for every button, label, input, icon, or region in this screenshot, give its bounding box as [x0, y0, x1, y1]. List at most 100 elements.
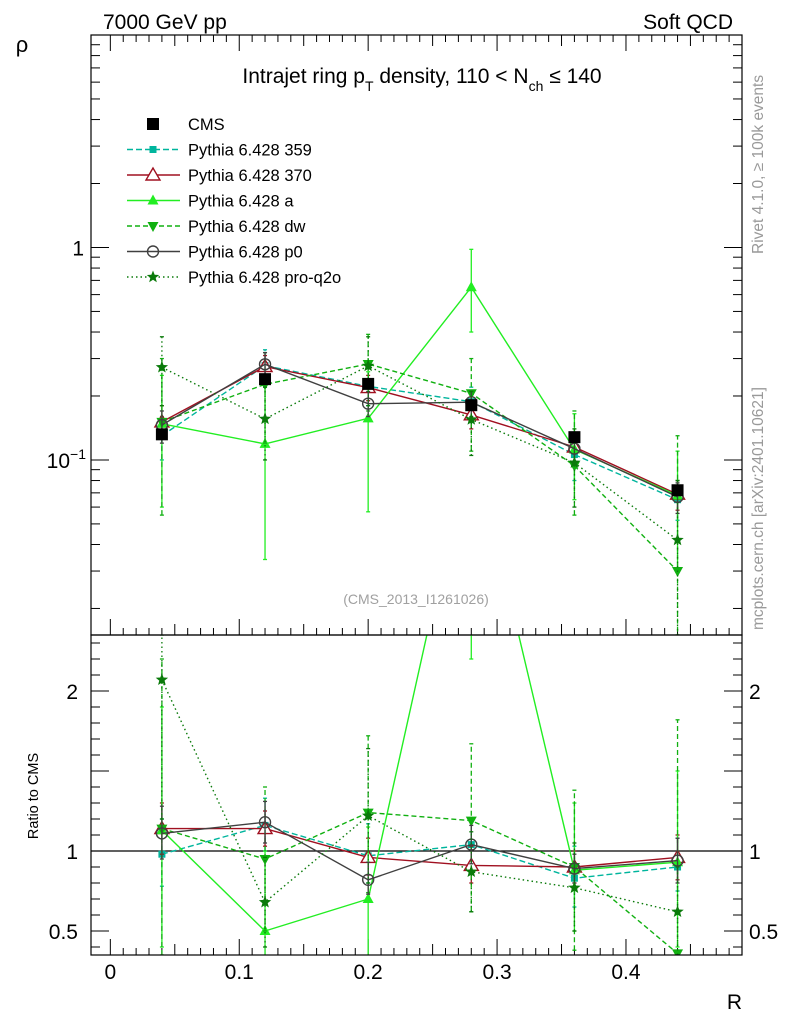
ratio-series-clip: [153, 635, 686, 955]
y-tick-label: 10−1: [47, 446, 87, 473]
x-tick-label: 0.3: [482, 961, 511, 984]
legend: CMS Pythia 6.428 359 Pythia 6.428 370 Pythi…: [127, 116, 341, 287]
mcplots-reference-label: mcplots.cern.ch [arXiv:2401.10621]: [750, 387, 767, 630]
data-point: [465, 399, 478, 412]
header-energy-label: 7000 GeV pp: [103, 11, 227, 34]
ratio-data-point: [671, 905, 684, 918]
legend-item-cms: CMS: [147, 116, 225, 134]
legend-label: Pythia 6.428 dw: [188, 218, 305, 236]
data-point: [672, 567, 684, 578]
data-point: [465, 281, 477, 292]
analysis-watermark: (CMS_2013_I1261026): [343, 591, 489, 607]
data-point: [568, 431, 581, 444]
legend-item-pythia-6-428-a: Pythia 6.428 a: [127, 193, 294, 211]
ratio-series-line: [161, 635, 678, 932]
x-axis-label: R: [727, 991, 742, 1014]
series-line: [161, 365, 678, 495]
ratio-series-pythia-6-428-pro-q2o: [155, 635, 684, 955]
legend-item-pythia-6-428-dw: Pythia 6.428 dw: [127, 218, 305, 236]
legend-marker: [147, 222, 159, 232]
ratio-y-axis-label: Ratio to CMS: [26, 753, 42, 839]
series-line: [161, 364, 678, 501]
ratio-data-point: [465, 865, 478, 878]
legend-label: Pythia 6.428 pro-q2o: [188, 269, 341, 287]
x-tick-label: 0: [104, 961, 116, 984]
data-point: [671, 484, 684, 497]
data-point: [259, 373, 272, 386]
data-point: [568, 456, 581, 469]
ratio-data-point: [568, 881, 581, 894]
ratio-y-tick-label-right: 2: [749, 681, 761, 704]
data-point: [258, 358, 272, 371]
ratio-series-layer: [153, 635, 686, 955]
legend-marker: [149, 146, 157, 153]
legend-item-pythia-6-428-359: Pythia 6.428 359: [127, 142, 312, 160]
data-point: [155, 360, 169, 373]
ratio-series-line: [161, 811, 678, 954]
main-series-layer: [153, 248, 686, 635]
series-line: [161, 365, 678, 541]
data-point: [465, 413, 478, 425]
legend-label: Pythia 6.428 a: [188, 193, 294, 211]
legend-item-pythia-6-428-370: Pythia 6.428 370: [127, 166, 312, 185]
legend-label: Pythia 6.428 359: [188, 142, 312, 160]
legend-marker: [144, 166, 162, 181]
y-tick-label: 1: [72, 237, 84, 260]
legend-label: Pythia 6.428 370: [188, 167, 312, 185]
main-panel: 1 10−1 ρ Intrajet ring pT density, 110 < …: [16, 32, 743, 636]
ratio-frame: [90, 634, 743, 956]
ratio-axis-ticks: [91, 642, 742, 955]
series-cms: [155, 373, 684, 497]
series-pythia-6-428-pro-q2o: [155, 336, 684, 635]
ratio-data-point: [362, 893, 374, 903]
ratio-data-point: [361, 873, 375, 886]
ratio-y-tick-label: 2: [66, 681, 78, 704]
ratio-y-tick-label-right: 0.5: [749, 921, 778, 944]
rivet-version-label: Rivet 4.1.0, ≥ 100k events: [750, 75, 767, 254]
legend-label: CMS: [188, 116, 225, 134]
data-point: [362, 412, 374, 423]
ratio-data-point: [155, 673, 169, 686]
legend-marker: [147, 118, 159, 130]
main-axis-ticks: [91, 35, 742, 635]
legend-marker: [147, 194, 159, 205]
ratio-data-point: [672, 949, 684, 955]
x-tick-label: 0.2: [354, 961, 383, 984]
series-line: [161, 363, 678, 498]
data-point: [362, 377, 375, 390]
ratio-y-tick-label: 1: [66, 841, 78, 864]
ratio-data-point: [671, 854, 684, 867]
ratio-panel: 0 0.1 0.2 0.3 0.4 2 2 1 1 0.5 0.5 Ratio to CMS R: [26, 634, 778, 1014]
x-tick-label: 0.1: [225, 961, 254, 984]
ratio-data-point: [361, 809, 375, 822]
ratio-y-tick-label: 0.5: [49, 921, 78, 944]
legend-item-pythia-6-428-p0: Pythia 6.428 p0: [127, 244, 303, 262]
ratio-data-point: [155, 827, 169, 840]
data-point: [155, 428, 168, 441]
main-series-clip: [153, 248, 686, 635]
ratio-data-point: [258, 816, 272, 829]
ratio-series-line: [161, 824, 678, 879]
legend-marker: [146, 245, 160, 258]
ratio-series-line: [161, 827, 678, 868]
header-category-label: Soft QCD: [643, 11, 733, 34]
data-point: [361, 359, 375, 372]
ratio-data-point: [258, 895, 272, 908]
ratio-y-tick-label-right: 1: [749, 841, 761, 864]
ratio-data-point: [465, 816, 477, 827]
data-point: [671, 533, 684, 546]
main-y-tick-labels: 1 10−1: [47, 237, 87, 472]
x-tick-label: 0.4: [611, 961, 641, 984]
legend-label: Pythia 6.428 p0: [188, 244, 303, 262]
main-y-axis-label: ρ: [16, 32, 29, 57]
ratio-tick-labels: 0 0.1 0.2 0.3 0.4 2 2 1 1 0.5 0.5: [49, 681, 778, 984]
legend-marker: [146, 270, 160, 283]
legend-item-pythia-6-428-pro-q2o: Pythia 6.428 pro-q2o: [127, 269, 341, 287]
data-point: [361, 397, 375, 410]
ratio-series-line: [161, 821, 678, 881]
ratio-series-pythia-6-428-p0: [155, 800, 684, 895]
data-point: [258, 412, 272, 425]
series-line: [161, 363, 679, 572]
chart-title: Intrajet ring pT density, 110 < Nch ≤ 14…: [242, 65, 601, 94]
